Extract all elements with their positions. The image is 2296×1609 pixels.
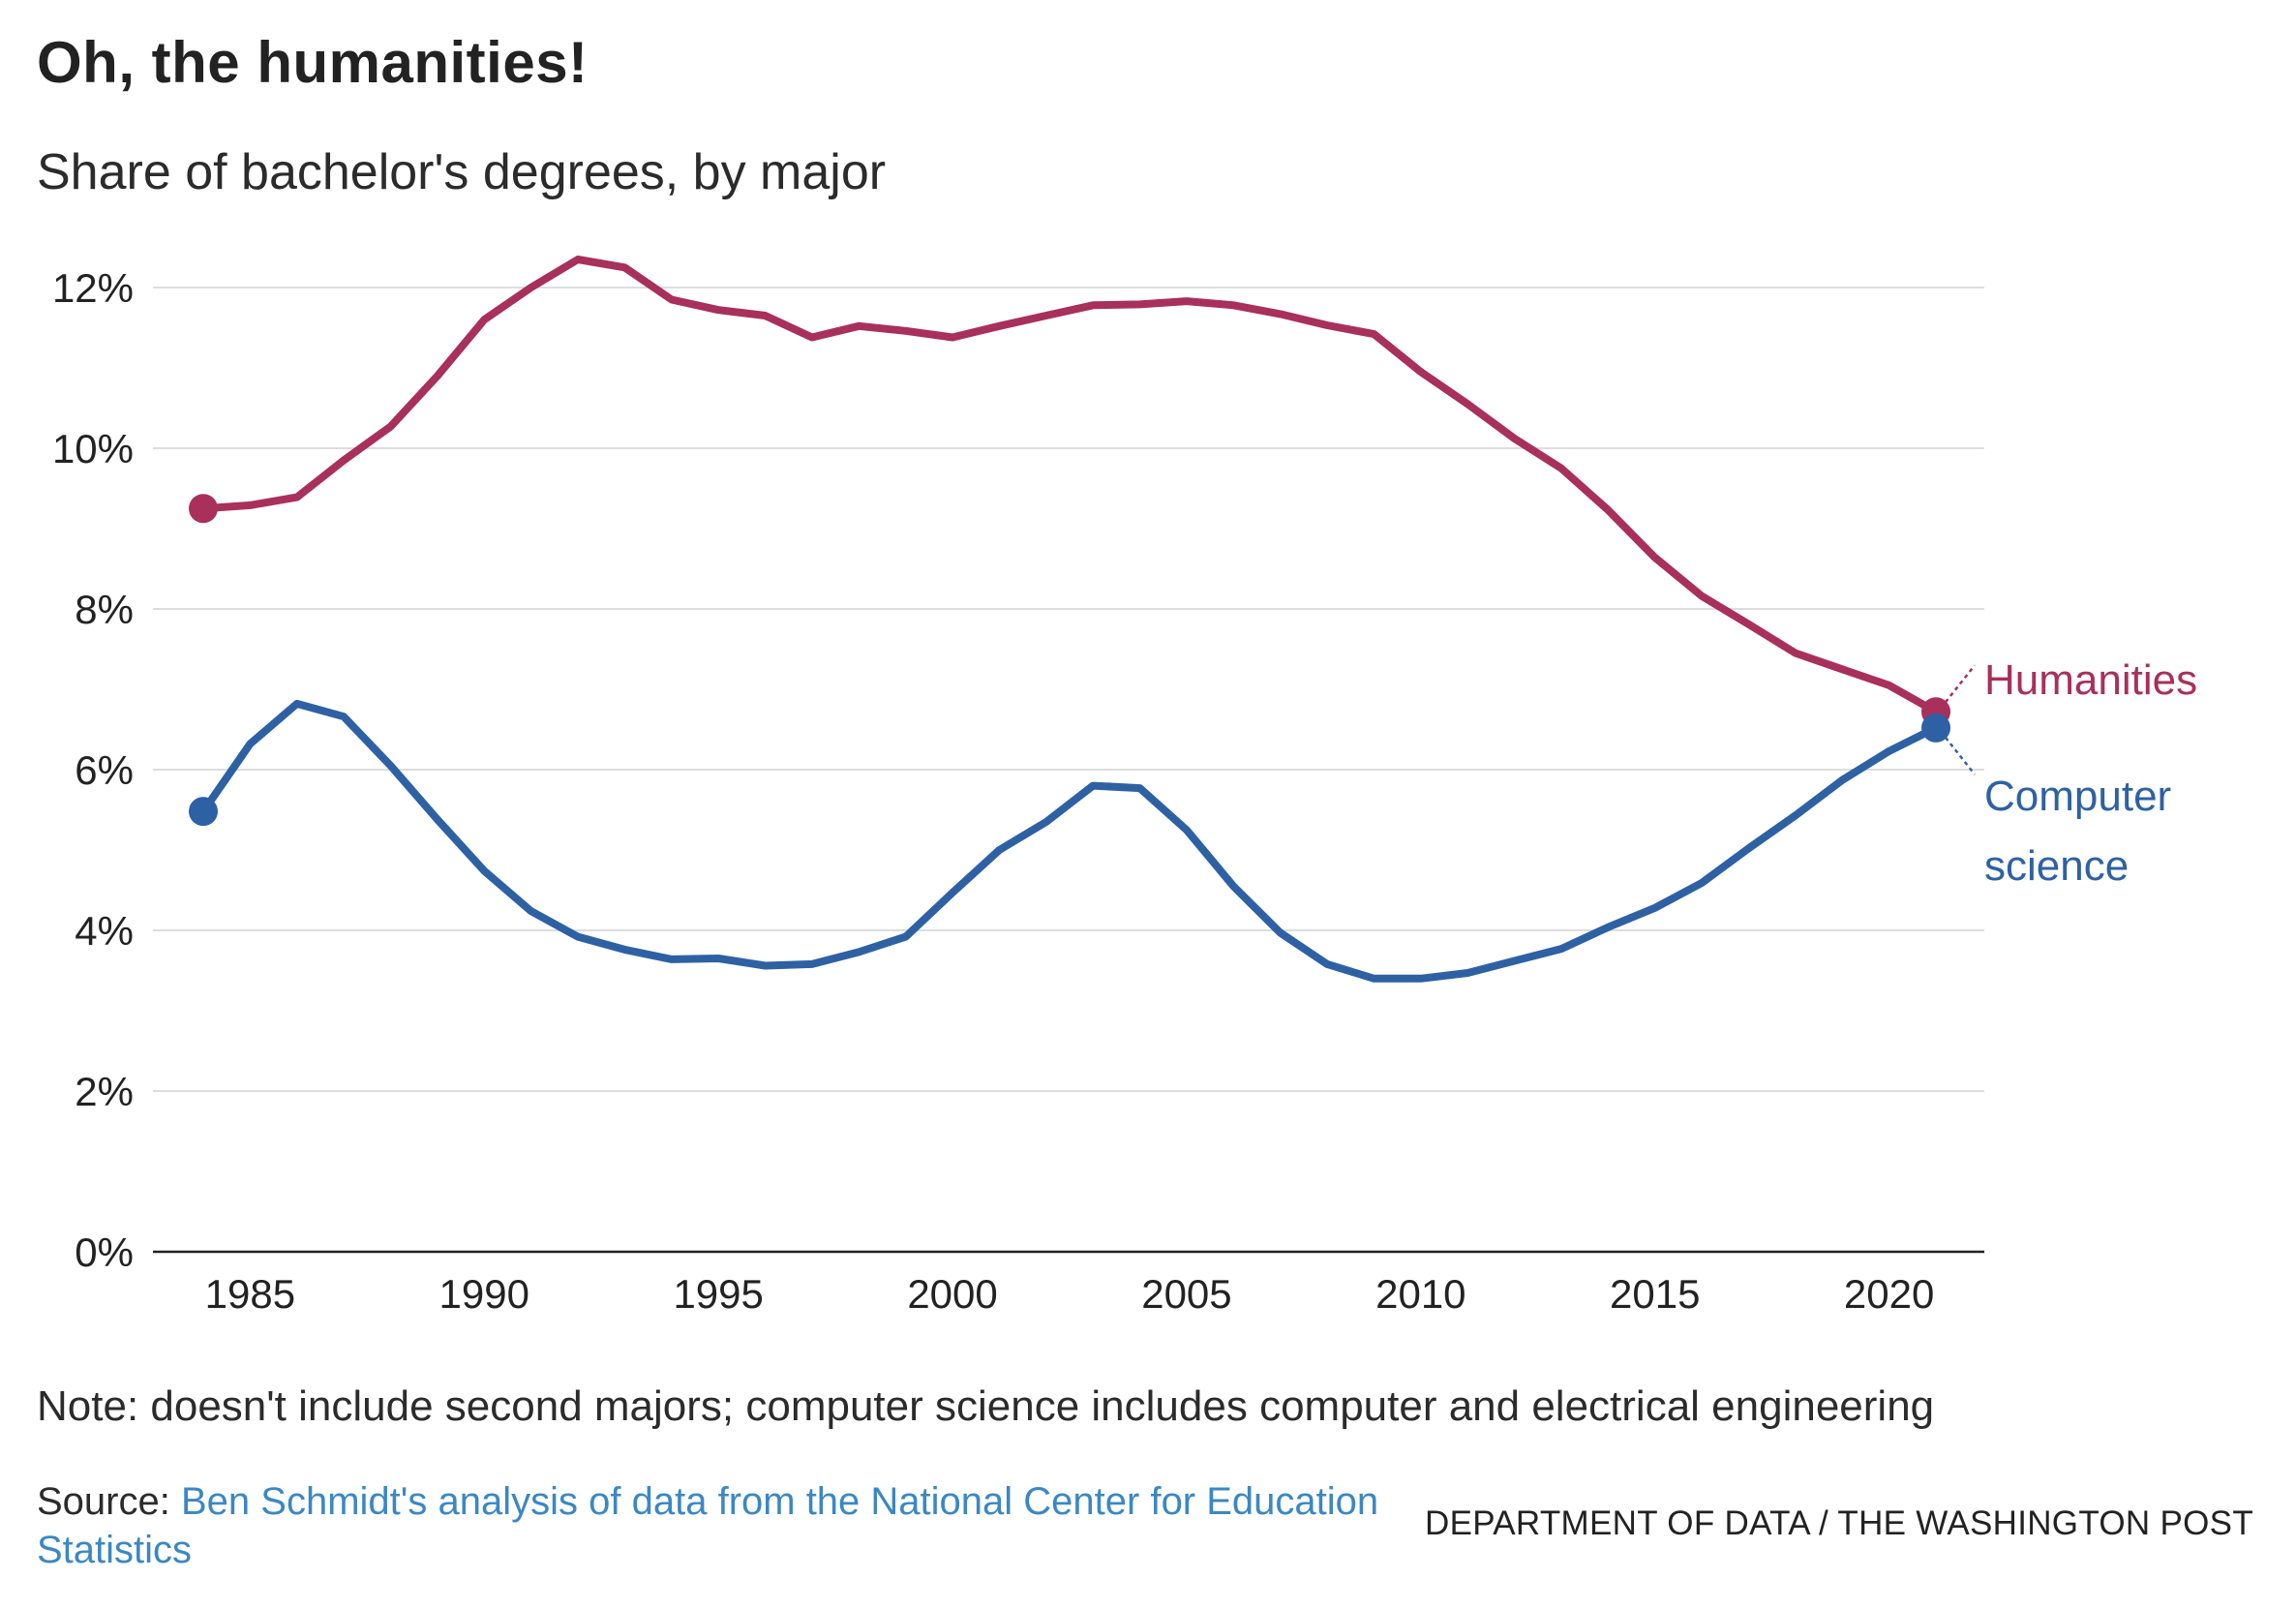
y-tick-label: 0% <box>75 1230 134 1275</box>
chart-subtitle: Share of bachelor's degrees, by major <box>37 144 887 200</box>
x-tick-label: 2010 <box>1375 1271 1465 1317</box>
x-tick-label: 2015 <box>1610 1271 1700 1317</box>
line-chart: 0% 2% 4% 6% 8% 10% 12% 1985 1990 1995 2000 2005 201… <box>52 256 2197 1317</box>
computer-science-label-leader <box>1945 737 1976 775</box>
y-tick-label: 12% <box>52 265 134 311</box>
y-tick-label: 4% <box>75 908 134 954</box>
computer-science-line <box>199 699 1940 983</box>
series-labels: Humanities Computer science <box>1945 656 2197 890</box>
chart-title: Oh, the humanities! <box>37 30 589 95</box>
source-link[interactable]: Ben Schmidt's analysis of data from the … <box>37 1480 1379 1571</box>
computer-science-start-point <box>189 797 218 827</box>
y-tick-label: 8% <box>75 587 134 632</box>
computer-science-end-point <box>1921 713 1950 743</box>
humanities-label-leader <box>1945 664 1976 704</box>
publisher-credit: DEPARTMENT OF DATA / THE WASHINGTON POST <box>1425 1504 2253 1542</box>
x-tick-label: 2005 <box>1141 1271 1231 1317</box>
humanities-line <box>199 256 1940 716</box>
humanities-series-label: Humanities <box>1984 656 2197 704</box>
humanities-start-point <box>189 494 218 524</box>
computer-science-series-label: science <box>1984 842 2129 890</box>
y-tick-label: 10% <box>52 426 134 471</box>
series-lines <box>189 256 1950 983</box>
y-axis-ticks: 0% 2% 4% 6% 8% 10% 12% <box>52 265 134 1275</box>
x-tick-label: 1985 <box>205 1271 295 1317</box>
computer-science-series-label: Computer <box>1984 773 2171 820</box>
x-axis-ticks: 1985 1990 1995 2000 2005 2010 2015 2020 <box>205 1271 1935 1317</box>
source-prefix: Source: <box>37 1480 170 1523</box>
source-credit: Source: Ben Schmidt's analysis of data f… <box>37 1477 1450 1574</box>
x-tick-label: 2000 <box>907 1271 997 1317</box>
x-tick-label: 1990 <box>439 1271 529 1317</box>
chart-note: Note: doesn't include second majors; com… <box>37 1382 1935 1430</box>
gridlines <box>153 287 1984 1254</box>
y-tick-label: 6% <box>75 747 134 793</box>
y-tick-label: 2% <box>75 1069 134 1114</box>
x-tick-label: 1995 <box>673 1271 763 1317</box>
x-tick-label: 2020 <box>1844 1271 1934 1317</box>
